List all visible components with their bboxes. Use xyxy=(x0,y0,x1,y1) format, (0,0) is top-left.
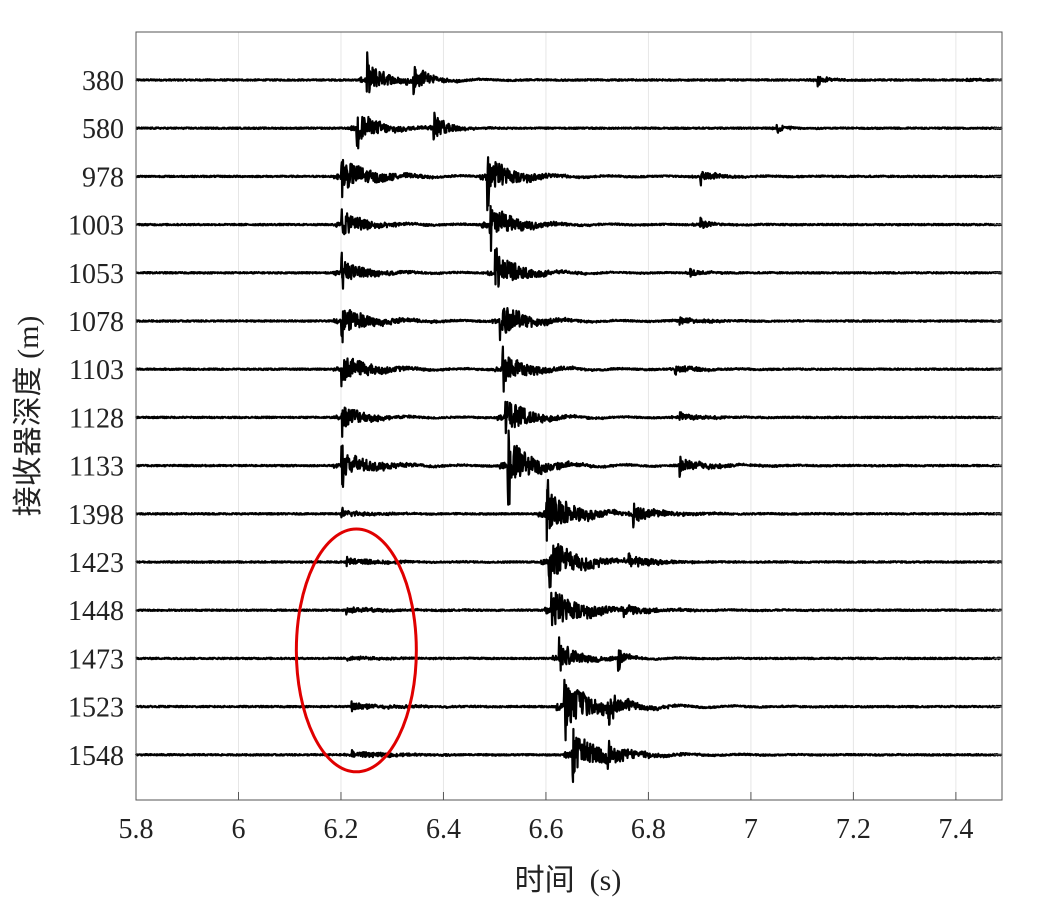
y-tick-label: 1103 xyxy=(69,355,124,386)
trace-1053 xyxy=(135,247,1003,290)
trace-1078 xyxy=(135,307,1003,344)
trace-380 xyxy=(135,51,1003,96)
x-tick-label: 7 xyxy=(744,814,758,845)
trace-1003 xyxy=(135,205,1003,252)
x-tick-label: 5.8 xyxy=(119,814,154,845)
trace-1423 xyxy=(135,542,1003,589)
trace-1103 xyxy=(135,345,1003,393)
highlight-ellipse xyxy=(294,527,418,774)
trace-1473 xyxy=(135,636,1003,672)
y-tick-label: 1053 xyxy=(68,259,124,290)
trace-1128 xyxy=(135,400,1003,438)
trace-1133 xyxy=(135,429,1003,506)
y-tick-label: 1078 xyxy=(68,307,124,338)
trace-978 xyxy=(135,156,1003,212)
y-tick-label: 1448 xyxy=(68,596,124,627)
y-tick-label: 580 xyxy=(82,114,124,145)
y-tick-label: 1548 xyxy=(68,741,124,772)
x-ticks: 5.8 6 6.2 6.4 6.6 6.8 7 7.2 7.4 xyxy=(119,792,973,845)
x-tick-label: 7.2 xyxy=(836,814,871,845)
x-tick-label: 6 xyxy=(231,814,245,845)
x-tick-label: 6.8 xyxy=(631,814,666,845)
y-tick-label: 1473 xyxy=(68,644,124,675)
traces xyxy=(134,51,1003,784)
trace-1548 xyxy=(134,727,1003,784)
x-tick-label: 6.2 xyxy=(323,814,358,845)
y-tick-label: 1003 xyxy=(68,211,124,242)
y-axis-label: 接收器深度 (m) xyxy=(12,316,45,517)
y-tick-label: 1523 xyxy=(68,693,124,724)
trace-1523 xyxy=(135,678,1003,742)
y-ticks: 380 580 978 1003 1053 1078 1103 1128 1133 1398 142… xyxy=(68,66,1002,772)
y-tick-label: 380 xyxy=(82,66,124,97)
y-tick-label: 1128 xyxy=(69,403,124,434)
y-tick-label: 1133 xyxy=(69,452,124,483)
plot-frame xyxy=(135,31,1003,801)
y-tick-label: 1398 xyxy=(68,500,124,531)
y-tick-label: 978 xyxy=(82,162,124,193)
trace-580 xyxy=(135,111,1003,150)
x-tick-label: 6.6 xyxy=(528,814,563,845)
trace-1398 xyxy=(135,478,1003,542)
x-axis-label: 时间 (s) xyxy=(515,864,622,897)
x-tick-label: 7.4 xyxy=(938,814,973,845)
x-tick-label: 6.4 xyxy=(426,814,461,845)
trace-1448 xyxy=(135,591,1003,627)
annotations xyxy=(294,527,418,774)
y-tick-label: 1423 xyxy=(68,548,124,579)
